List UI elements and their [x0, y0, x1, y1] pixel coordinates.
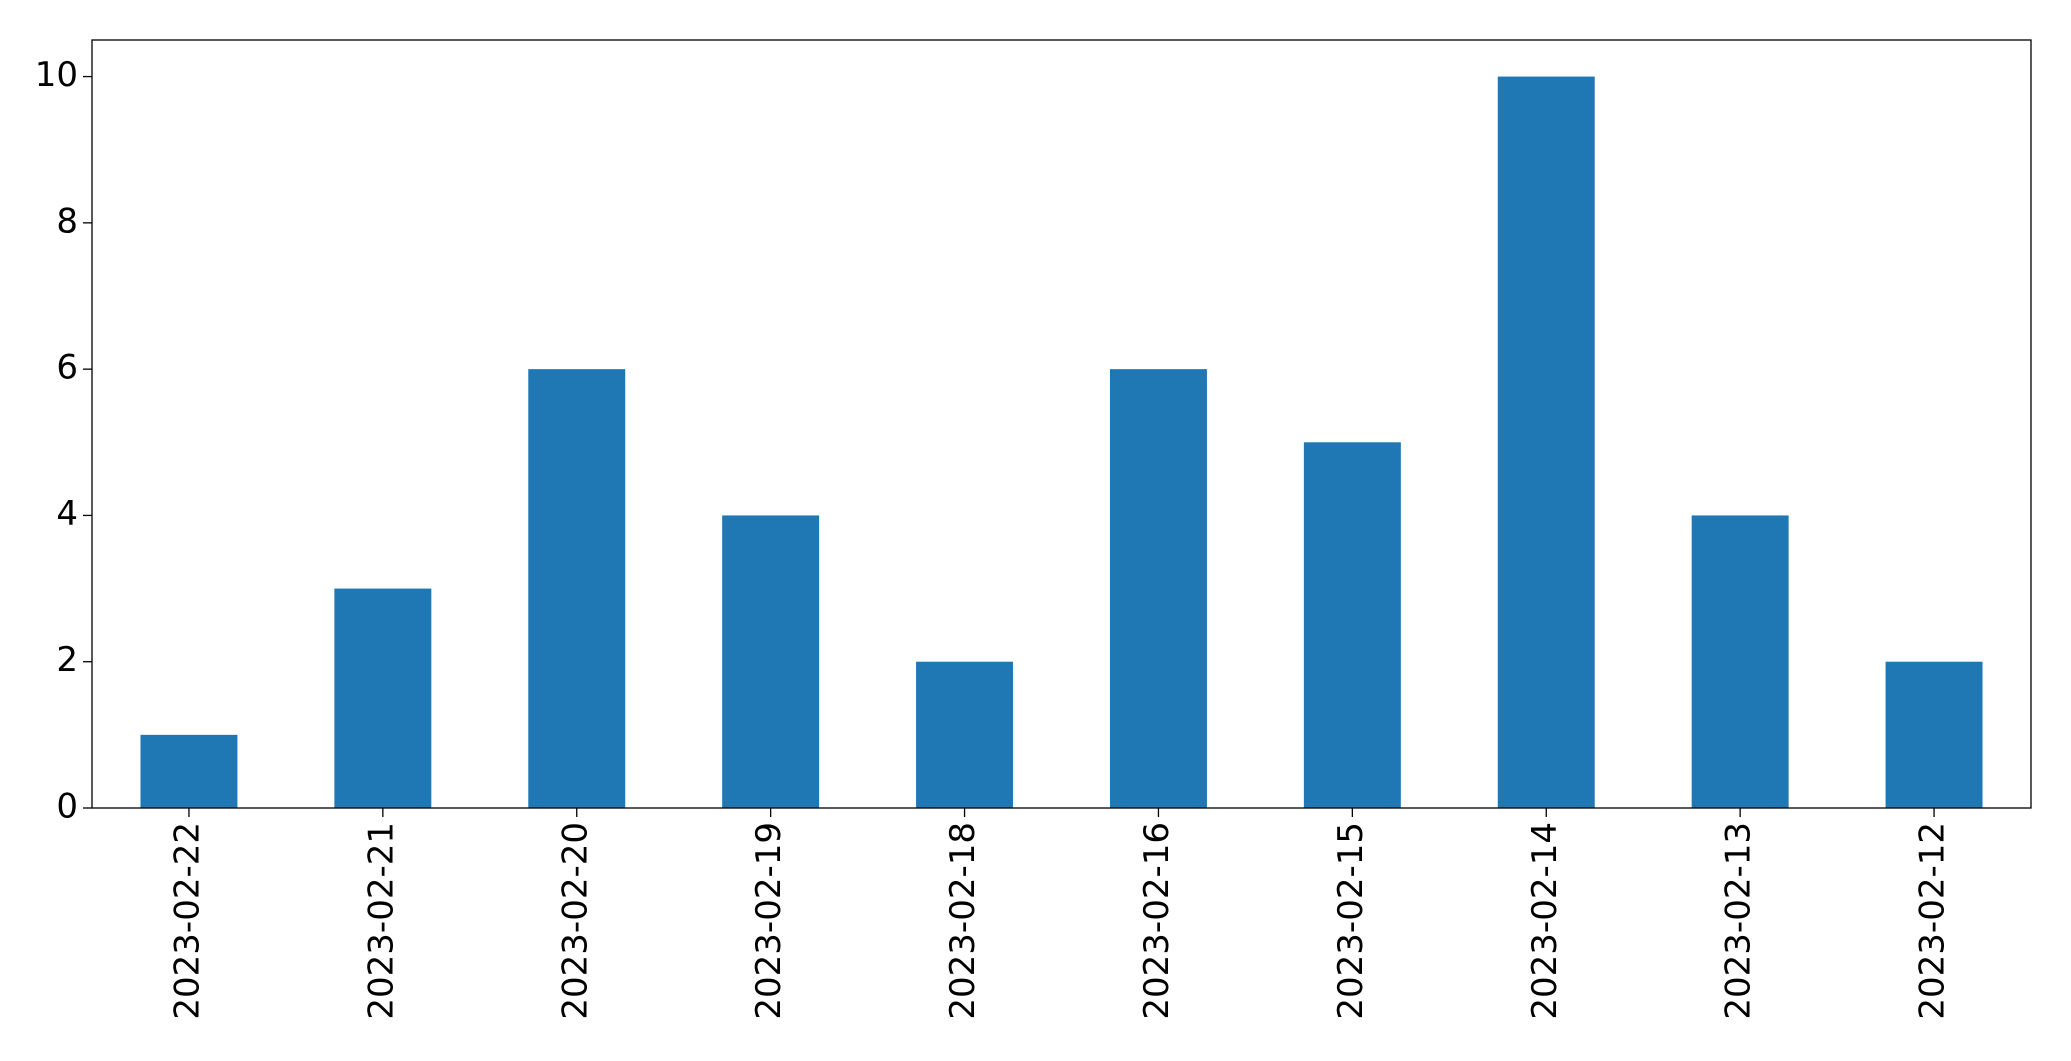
bar — [1303, 442, 1401, 808]
x-tick-label: 2023-02-20 — [555, 822, 595, 1020]
y-tick-label: 6 — [56, 348, 78, 388]
y-tick-label: 2 — [56, 640, 78, 680]
y-tick-label: 0 — [56, 787, 78, 827]
x-tick-label: 2023-02-13 — [1719, 822, 1759, 1020]
y-tick-label: 4 — [56, 494, 78, 534]
y-tick-label: 8 — [56, 201, 78, 241]
bar — [722, 515, 820, 808]
bar — [1885, 661, 1983, 808]
y-tick-label: 10 — [35, 55, 78, 95]
x-tick-label: 2023-02-19 — [749, 822, 789, 1020]
x-tick-label: 2023-02-12 — [1913, 822, 1953, 1020]
x-tick-label: 2023-02-22 — [167, 822, 207, 1020]
x-tick-label: 2023-02-15 — [1331, 822, 1371, 1020]
bar — [528, 369, 626, 808]
x-tick-label: 2023-02-18 — [943, 822, 983, 1020]
bar — [334, 588, 432, 808]
x-tick-label: 2023-02-16 — [1137, 822, 1177, 1020]
bar — [1109, 369, 1207, 808]
x-tick-label: 2023-02-14 — [1525, 822, 1565, 1020]
bar — [1497, 76, 1595, 809]
x-tick-label: 2023-02-21 — [361, 822, 401, 1020]
bar — [1691, 515, 1789, 808]
plot-frame — [91, 39, 2032, 809]
bar — [140, 734, 238, 808]
bar — [916, 661, 1014, 808]
